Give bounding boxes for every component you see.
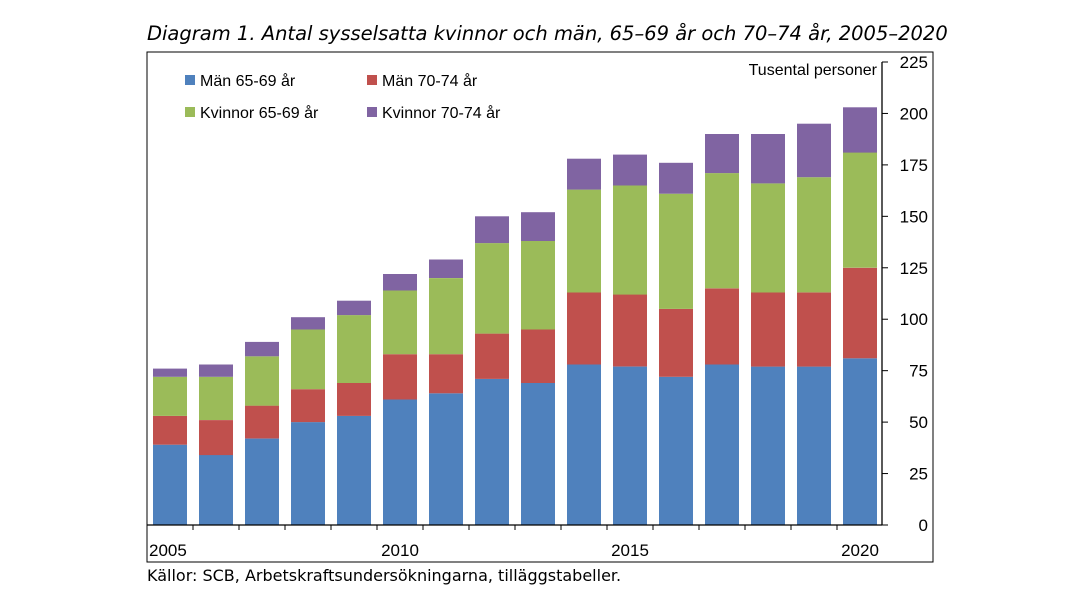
y-tick-label-50: 50 [909,413,928,432]
bar-2007-series-2 [245,405,279,439]
bar-2011-series-3 [429,278,463,355]
chart-title: Diagram 1. Antal sysselsatta kvinnor och… [147,22,948,45]
x-tick-label-2020: 2020 [841,541,879,560]
legend-swatch-3 [185,107,195,117]
bar-2006-series-1 [199,455,233,525]
y-tick-label-225: 225 [900,53,928,72]
bar-2011-series-4 [429,259,463,278]
y-unit-label: Tusental personer [749,62,878,79]
bar-2008-series-3 [291,329,325,390]
bar-2018-series-4 [751,134,785,184]
bar-2020-series-1 [843,358,877,525]
bar-2013-series-2 [521,329,555,383]
bar-2017-series-2 [705,288,739,365]
bar-2010-series-2 [383,354,417,400]
bar-2010-series-4 [383,274,417,291]
legend-swatch-4 [367,107,377,117]
y-tick-label-75: 75 [909,362,928,381]
legend-label-3: Kvinnor 65-69 år [200,104,319,122]
bar-2020-series-2 [843,267,877,359]
bar-2007-series-3 [245,356,279,406]
y-tick-label-100: 100 [900,310,928,329]
bars-layer [153,107,877,525]
bar-2017-series-3 [705,173,739,289]
bar-2010-series-1 [383,399,417,525]
bar-2006-series-4 [199,364,233,377]
bar-2008-series-1 [291,422,325,525]
bar-2016-series-3 [659,193,693,309]
bar-2018-series-3 [751,183,785,293]
bar-2019-series-4 [797,123,831,178]
source-note: Källor: SCB, Arbetskraftsundersökningarn… [147,566,622,585]
bar-2007-series-4 [245,341,279,357]
y-tick-label-150: 150 [900,207,928,226]
x-tick-label-2005: 2005 [149,541,187,560]
bar-2009-series-1 [337,415,371,525]
bar-2015-series-2 [613,294,647,367]
bar-2012-series-2 [475,333,509,379]
bar-2006-series-2 [199,420,233,456]
bar-2009-series-2 [337,383,371,416]
bar-2005-series-1 [153,444,187,525]
bar-2011-series-2 [429,354,463,394]
x-tick-label-2010: 2010 [381,541,419,560]
bar-2016-series-1 [659,376,693,525]
bar-2014-series-3 [567,189,601,293]
bar-2007-series-1 [245,438,279,525]
bar-2013-series-3 [521,241,555,330]
bar-2020-series-3 [843,152,877,268]
bar-2020-series-4 [843,107,877,153]
bar-2014-series-1 [567,364,601,525]
bar-2012-series-1 [475,378,509,525]
legend-label-4: Kvinnor 70-74 år [382,104,501,122]
bar-2019-series-3 [797,177,831,293]
bar-2005-series-4 [153,368,187,377]
bar-2018-series-2 [751,292,785,367]
bar-2010-series-3 [383,290,417,355]
bar-2014-series-4 [567,158,601,190]
plot-frame [146,51,934,563]
bar-2017-series-1 [705,364,739,525]
bar-2012-series-3 [475,243,509,334]
legend-label-2: Män 70-74 år [382,72,478,90]
bar-2013-series-4 [521,212,555,241]
y-tick-label-0: 0 [919,516,928,535]
bar-2017-series-4 [705,134,739,174]
bar-2006-series-3 [199,376,233,420]
bar-2014-series-2 [567,292,601,365]
bar-2013-series-1 [521,383,555,525]
x-tick-label-2015: 2015 [611,541,649,560]
bar-2005-series-2 [153,415,187,445]
bar-2015-series-4 [613,154,647,186]
y-tick-label-125: 125 [900,259,928,278]
bar-2011-series-1 [429,393,463,525]
bar-2016-series-4 [659,162,693,194]
bar-2005-series-3 [153,376,187,416]
legend-swatch-1 [185,75,195,85]
y-tick-label-25: 25 [909,465,928,484]
bar-2018-series-1 [751,366,785,525]
bar-2009-series-3 [337,315,371,383]
bar-2008-series-2 [291,389,325,423]
legend-label-1: Män 65-69 år [200,72,296,90]
bar-2015-series-3 [613,185,647,295]
bar-2019-series-2 [797,292,831,367]
bar-2015-series-1 [613,366,647,525]
bar-2019-series-1 [797,366,831,525]
legend: Män 65-69 år Män 70-74 år Kvinnor 65-69 år… [185,72,501,122]
bar-2008-series-4 [291,317,325,330]
bar-2009-series-4 [337,300,371,316]
axes-layer: 0 25 50 75 100 125 150 175 200 225 2005 2010 2015 202… [146,53,928,560]
y-tick-label-200: 200 [900,104,928,123]
bar-2012-series-4 [475,216,509,244]
bar-2016-series-2 [659,308,693,377]
legend-swatch-2 [367,75,377,85]
y-tick-label-175: 175 [900,156,928,175]
